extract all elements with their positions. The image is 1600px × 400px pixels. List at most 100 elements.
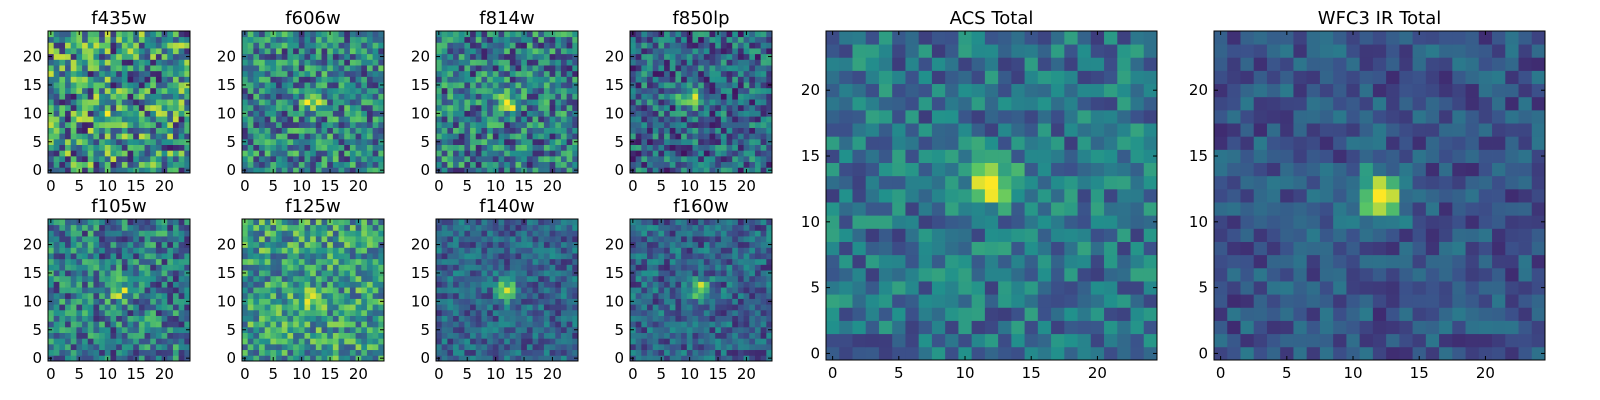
heatmap-cell [509, 36, 516, 43]
heatmap-cell [361, 82, 368, 89]
heatmap-cell [470, 315, 477, 322]
heatmap-cell [658, 332, 665, 339]
heatmap-cell [70, 349, 77, 356]
heatmap-cell [441, 53, 448, 60]
heatmap-cell [116, 298, 123, 305]
heatmap-cell [709, 292, 716, 299]
heatmap-cell [172, 309, 180, 316]
heatmap-cell [515, 150, 522, 157]
heatmap-cell [93, 292, 100, 299]
heatmap-cell [167, 315, 174, 322]
heatmap-cell [144, 127, 151, 134]
heatmap-cell [630, 321, 637, 328]
heatmap-cell [59, 65, 66, 72]
heatmap-cell [681, 298, 688, 305]
heatmap-cell [681, 315, 688, 322]
heatmap-cell [732, 48, 739, 55]
heatmap-cell [48, 287, 55, 294]
heatmap-cell [635, 104, 642, 111]
heatmap-cell [287, 99, 294, 106]
heatmap-cell [686, 121, 693, 128]
heatmap-cell [504, 230, 511, 237]
heatmap-cell [82, 110, 89, 117]
heatmap-cell [87, 82, 94, 89]
heatmap-cell [338, 292, 345, 299]
heatmap-cell [144, 224, 151, 231]
heatmap-cell [110, 338, 117, 345]
heatmap-cell [287, 82, 294, 89]
heatmap-cell [70, 264, 77, 271]
heatmap-cell [155, 99, 162, 106]
heatmap-cell [99, 104, 106, 111]
heatmap-cell [521, 349, 528, 356]
heatmap-cell [560, 292, 568, 299]
heatmap-cell [355, 349, 362, 356]
heatmap-cell [93, 338, 100, 345]
heatmap-cell [138, 304, 145, 311]
heatmap-cell [276, 309, 283, 316]
heatmap-cell [453, 133, 460, 140]
heatmap-cell [76, 309, 83, 316]
heatmap-cell [504, 167, 511, 174]
heatmap-cell [441, 321, 448, 328]
heatmap-cell [698, 155, 705, 163]
heatmap-cell [720, 298, 727, 305]
heatmap-cell [270, 298, 277, 305]
heatmap-cell [447, 127, 454, 134]
heatmap-cell [760, 93, 767, 100]
heatmap-cell [726, 321, 733, 328]
heatmap-cell [87, 59, 94, 66]
heatmap-cell [526, 161, 533, 168]
heatmap-cell [703, 298, 710, 305]
heatmap-cell [726, 150, 733, 157]
heatmap-cell [720, 292, 727, 299]
heatmap-cell [310, 309, 317, 316]
heatmap-cell [59, 110, 66, 117]
heatmap-cell [304, 258, 311, 265]
heatmap-cell [566, 65, 573, 72]
heatmap-cell [116, 59, 123, 66]
heatmap-cell [475, 36, 482, 43]
heatmap-cell [664, 110, 671, 117]
heatmap-cell [686, 65, 693, 72]
heatmap-cell [327, 87, 334, 94]
heatmap-cell [703, 53, 710, 60]
heatmap-cell [259, 253, 266, 260]
heatmap-cell [349, 264, 356, 271]
heatmap-cell [116, 349, 123, 356]
heatmap-cell [349, 161, 356, 168]
heatmap-cell [366, 161, 374, 168]
heatmap-cell [150, 133, 157, 140]
heatmap-cell [715, 36, 722, 43]
heatmap-cell [664, 304, 671, 311]
heatmap-cell [338, 167, 345, 174]
heatmap-cell [332, 167, 339, 174]
heatmap-cell [715, 304, 722, 311]
heatmap-cell [366, 287, 374, 294]
heatmap-cell [521, 144, 528, 151]
heatmap-cell [281, 42, 288, 49]
heatmap-cell [652, 36, 659, 43]
heatmap-cell [155, 264, 162, 271]
heatmap-cell [327, 241, 334, 248]
heatmap-cell [247, 167, 254, 174]
heatmap-cell [549, 133, 556, 140]
heatmap-cell [658, 150, 665, 157]
heatmap-cell [698, 65, 705, 72]
heatmap-cell [492, 343, 499, 351]
heatmap-cell [332, 343, 339, 351]
heatmap-cell [726, 332, 733, 339]
heatmap-cell [270, 264, 277, 271]
heatmap-cell [641, 65, 648, 72]
heatmap-cell [749, 138, 756, 145]
heatmap-cell [53, 355, 60, 362]
heatmap-cell [104, 42, 111, 49]
heatmap-cell [338, 121, 345, 128]
heatmap-cell [366, 93, 374, 100]
heatmap-cell [276, 304, 283, 311]
heatmap-cell [65, 31, 72, 38]
heatmap-cell [172, 264, 180, 271]
heatmap-cell [144, 338, 151, 345]
panel-title: f105w [91, 196, 146, 217]
heatmap-cell [264, 258, 271, 265]
